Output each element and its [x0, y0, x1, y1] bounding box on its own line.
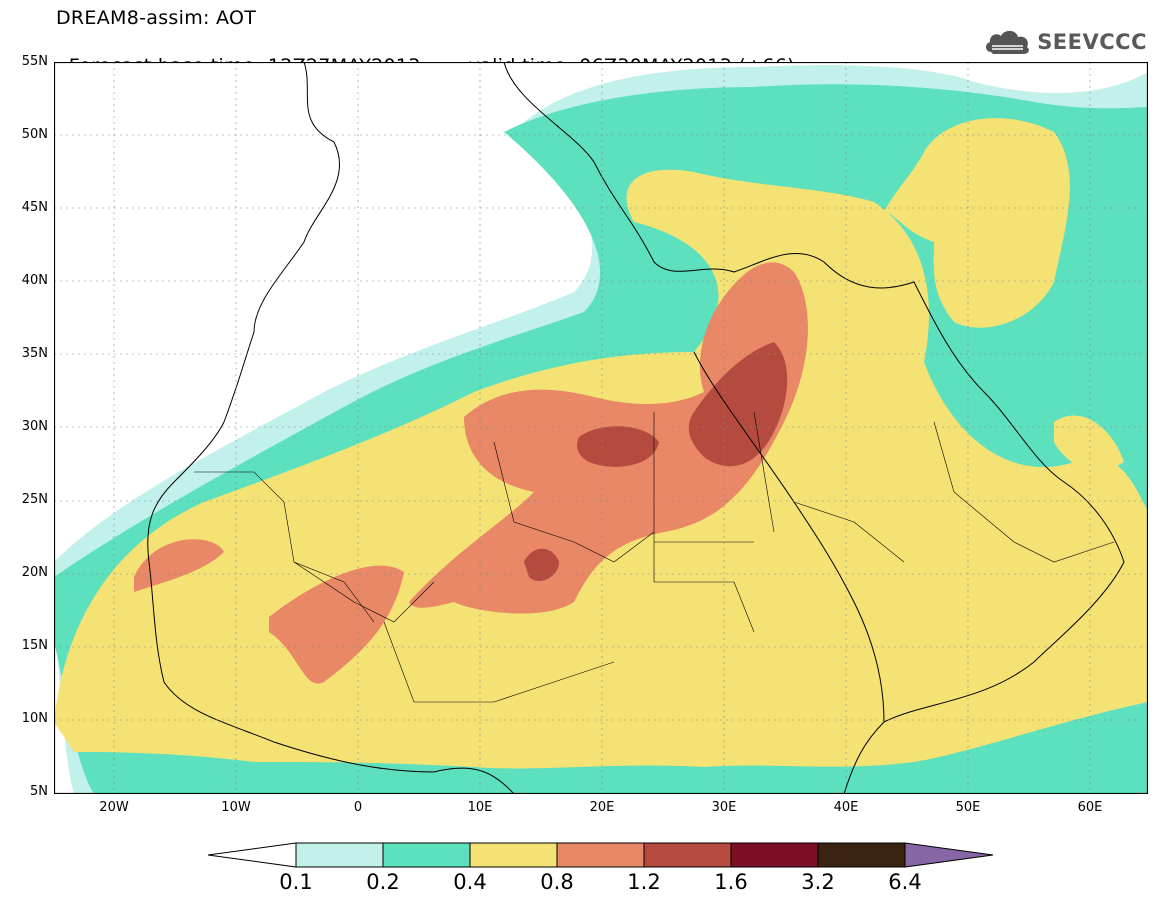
coastline: [147, 62, 1125, 794]
lon-label: 20E: [589, 800, 615, 815]
aot-1.2-area: [524, 342, 788, 582]
lon-label: 10E: [467, 800, 493, 815]
seevccc-logo: SEEVCCC: [983, 26, 1147, 58]
aot-0.4-area-arabia: [1054, 415, 1124, 471]
lat-label: 15N: [21, 638, 48, 653]
chart-title: DREAM8-assim: AOT: [56, 7, 257, 29]
colorbar-segment: [382, 842, 471, 868]
colorbar-extend-high: [904, 842, 994, 868]
colorbar-label: 6.4: [888, 870, 922, 894]
lat-label: 10N: [21, 711, 48, 726]
colorbar-label: 3.2: [801, 870, 835, 894]
graticule: [54, 62, 1148, 794]
lat-label: 5N: [30, 784, 48, 799]
logo-text: SEEVCCC: [1037, 30, 1147, 54]
colorbar-segment: [643, 842, 732, 868]
map-panel: [53, 61, 1149, 795]
aot-0.8-area: [134, 262, 808, 684]
country-borders: [194, 411, 1115, 703]
lat-label: 55N: [21, 54, 48, 69]
colorbar-label: 0.4: [453, 870, 487, 894]
cloud-logo-icon: [986, 30, 1030, 54]
lon-label: 0: [353, 800, 363, 815]
lon-label: 40E: [833, 800, 859, 815]
lon-label: 50E: [955, 800, 981, 815]
colorbar-segment: [817, 842, 906, 868]
colorbar-label: 1.6: [714, 870, 748, 894]
colorbar-segment: [730, 842, 819, 868]
colorbar-extend-low: [207, 842, 297, 868]
lon-label: 20W: [99, 800, 129, 815]
lat-label: 35N: [21, 346, 48, 361]
aot-map: [53, 61, 1149, 795]
colorbar-label: 0.2: [366, 870, 400, 894]
lon-label: 10W: [221, 800, 251, 815]
colorbar-label: 0.8: [540, 870, 574, 894]
lon-label: 30E: [711, 800, 737, 815]
lat-label: 45N: [21, 200, 48, 215]
aot-0.4-area-caspian: [884, 118, 1070, 328]
lat-label: 20N: [21, 565, 48, 580]
lon-label: 60E: [1077, 800, 1103, 815]
lat-label: 25N: [21, 492, 48, 507]
colorbar-segment: [469, 842, 558, 868]
colorbar-label: 0.1: [279, 870, 313, 894]
colorbar-segment: [556, 842, 645, 868]
lat-label: 40N: [21, 273, 48, 288]
lat-label: 30N: [21, 419, 48, 434]
map-border: [53, 61, 1149, 795]
lat-label: 50N: [21, 127, 48, 142]
colorbar-label: 1.2: [627, 870, 661, 894]
colorbar-segment: [295, 842, 384, 868]
